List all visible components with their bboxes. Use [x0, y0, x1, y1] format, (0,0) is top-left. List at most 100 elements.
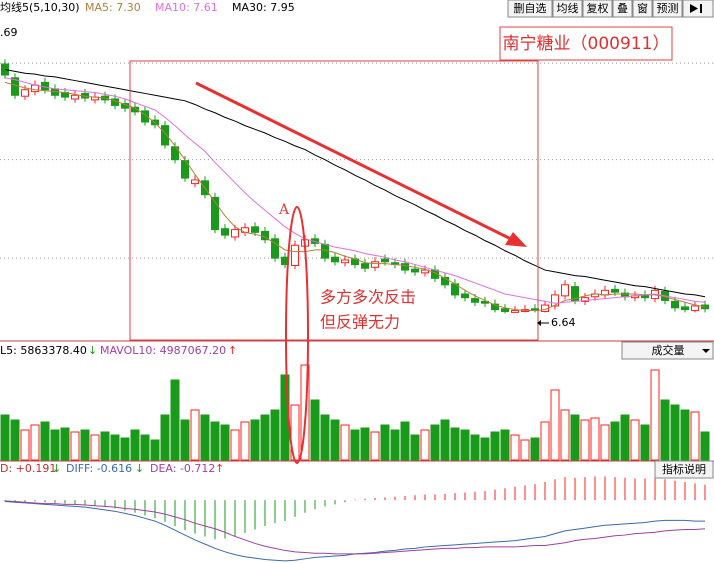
toolbar-button[interactable]: [552, 0, 583, 18]
volume-bar: [390, 429, 400, 461]
toolbar-button[interactable]: [652, 0, 683, 18]
chart-title: 南宁糖业（000911）: [503, 34, 670, 54]
candle-body: [271, 238, 279, 259]
volume-bar: [620, 414, 630, 461]
legend-entry: DIFF: -0.616: [66, 462, 132, 475]
trend-arrow-head: [505, 232, 527, 247]
ma-line: [4, 77, 706, 304]
candle-body: [291, 244, 299, 266]
candle-body: [441, 276, 449, 286]
candle-body: [571, 286, 579, 301]
legend-entry: MA5: 7.30: [85, 1, 141, 14]
candle-body: [191, 179, 199, 185]
volume-bar: [370, 431, 380, 461]
volume-bar: [40, 421, 50, 461]
price-panel: 均线5(5,10,30) MA5: 7.30 MA10: 7.61 MA30: 7.9…: [0, 0, 714, 314]
volume-bar: [410, 434, 420, 461]
toolbar-button[interactable]: [632, 0, 653, 18]
volume-bar: [650, 369, 660, 461]
volume-bar: [30, 424, 40, 461]
volume-bar: [360, 427, 370, 461]
volume-bar: [310, 399, 320, 461]
volume-bar: [170, 379, 180, 461]
candle-body: [251, 226, 259, 233]
volume-bar: [200, 414, 210, 461]
volume-bar: [550, 389, 560, 461]
volume-bar: [500, 429, 510, 461]
legend-entry: DEA: -0.712: [150, 462, 215, 475]
toolbar-button-label: 均线: [557, 1, 579, 15]
low-pointer-head: [537, 320, 541, 326]
indicator-help[interactable]: [654, 460, 714, 479]
volume-bar: [140, 434, 150, 461]
volume-panel: L5: 5863378.40 ↓ MAVOL10: 4987067.20 ↑: [0, 344, 710, 461]
volume-bar: [190, 409, 200, 461]
volume-bar: [690, 411, 700, 461]
volume-bar: [420, 429, 430, 461]
volume-bar: [150, 439, 160, 461]
volume-bar: [430, 424, 440, 461]
candle-body: [161, 125, 169, 146]
candle-body: [501, 308, 509, 312]
dropdown-icon: [702, 349, 710, 353]
volume-bar: [50, 429, 60, 461]
legend-entry: MA10: 7.61: [155, 1, 218, 14]
volume-bar: [630, 419, 640, 461]
toolbar-button-label: 预测: [657, 2, 679, 15]
volume-bar: [480, 437, 490, 461]
volume-bar: [100, 431, 110, 461]
volume-selector-label: 成交量: [652, 343, 685, 357]
next-icon: [700, 4, 702, 13]
candle-body: [551, 294, 559, 307]
candle-body: [411, 268, 419, 273]
low-label: 6.64: [551, 316, 576, 329]
volume-bar: [270, 409, 280, 461]
volume-bar: [610, 421, 620, 461]
volume-bar: [470, 434, 480, 461]
volume-bar: [160, 414, 170, 461]
candle-body: [211, 196, 219, 231]
volume-bar: [530, 437, 540, 461]
volume-bar: [180, 419, 190, 461]
candle-body: [331, 256, 339, 263]
toolbar: 删自选 均线 复权叠窗预测: [507, 0, 683, 18]
legend-entry: MA30: 7.95: [232, 1, 295, 14]
candle-body: [401, 263, 409, 271]
candle-body: [321, 243, 329, 259]
volume-bar: [540, 421, 550, 461]
candle-body: [691, 305, 699, 312]
volume-bar: [350, 429, 360, 461]
candle-body: [341, 259, 349, 264]
candle-body: [671, 300, 679, 309]
annotation: 但反弹无力: [320, 313, 400, 332]
volume-bar: [120, 437, 130, 461]
candle-body: [31, 84, 39, 93]
point-label: A: [278, 202, 290, 218]
volume-bar: [380, 424, 390, 461]
legend-arrow: ↑: [215, 462, 224, 475]
candle-body: [221, 228, 229, 236]
candle-body: [561, 284, 569, 297]
highlight-ellipse: [285, 206, 309, 464]
toolbar-button-label: 复权: [587, 1, 609, 15]
volume-selector[interactable]: [621, 341, 714, 360]
volume-bar: [130, 429, 140, 461]
toolbar-button[interactable]: [612, 0, 633, 18]
volume-bar: [220, 424, 230, 461]
toolbar-button[interactable]: [582, 0, 613, 18]
volume-bar: [680, 409, 690, 461]
high-label: .69: [0, 26, 18, 39]
toolbar-button[interactable]: [507, 0, 553, 18]
next-icon: [690, 4, 698, 13]
volume-bar: [230, 429, 240, 461]
annotation: 多方多次反击: [320, 288, 416, 307]
title-box: [499, 26, 673, 61]
legend-arrow: ↓: [135, 462, 144, 475]
candle-body: [181, 160, 189, 179]
volume-bar: [700, 431, 710, 461]
candle-body: [241, 227, 249, 233]
trend-arrow: [195, 81, 516, 243]
candle-body: [21, 89, 29, 97]
